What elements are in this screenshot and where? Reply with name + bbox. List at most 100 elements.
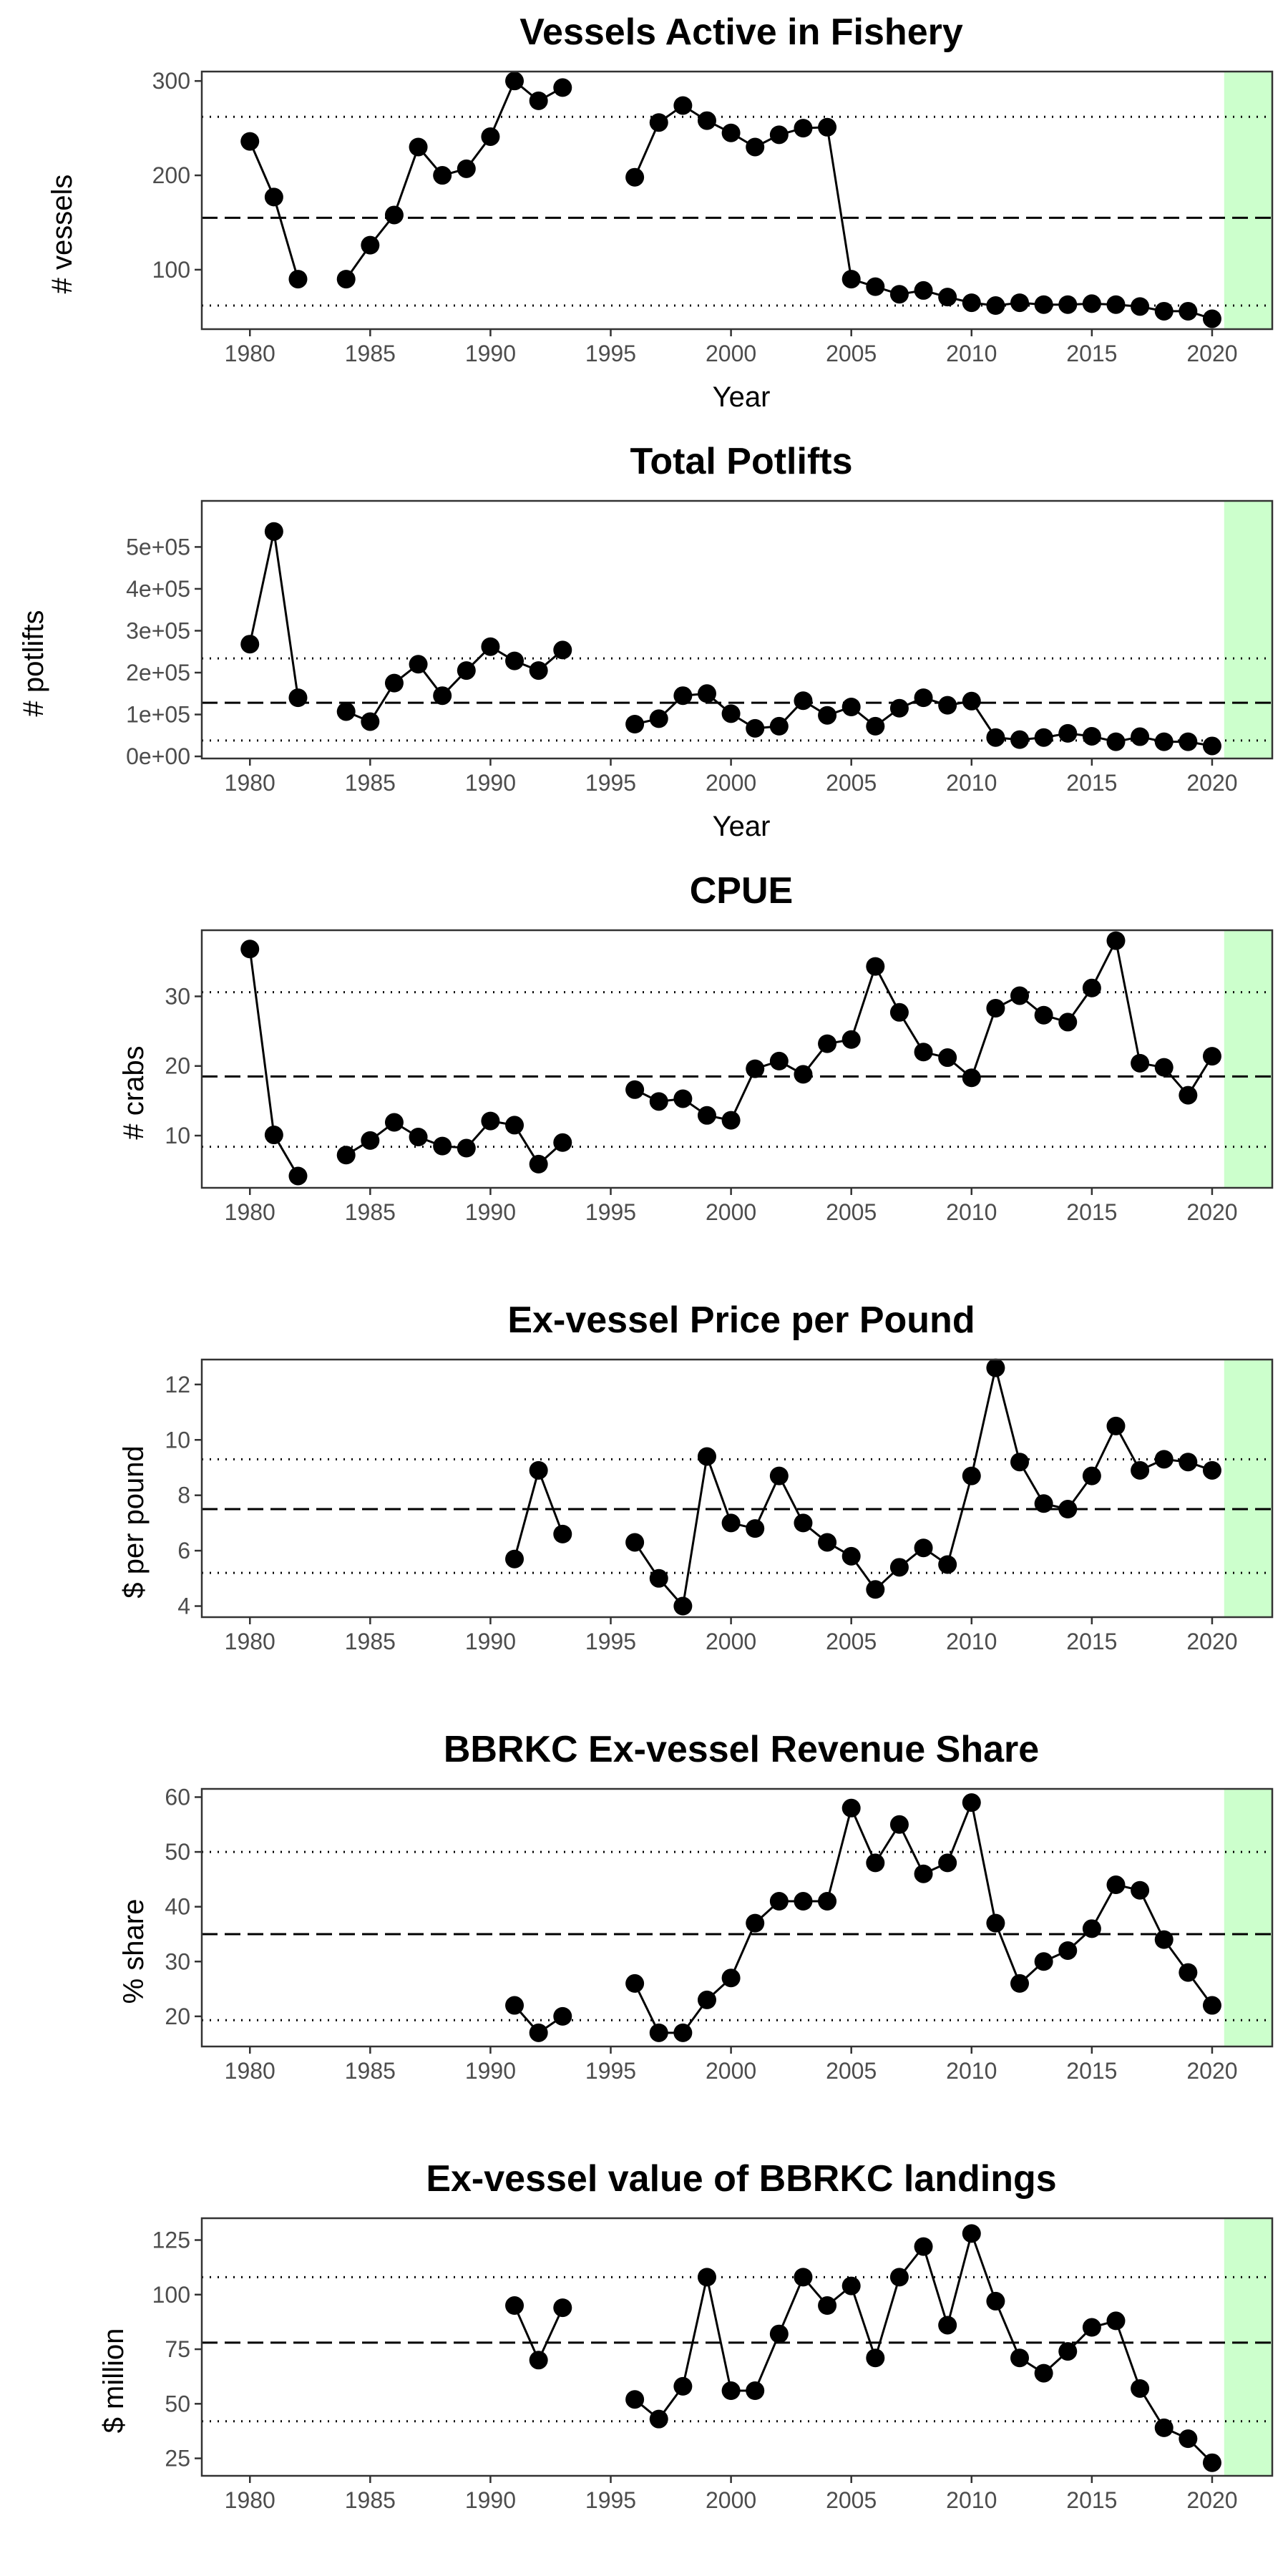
series-line xyxy=(513,1466,564,1560)
panel-border xyxy=(200,1358,1274,1619)
data-point xyxy=(841,2276,861,2296)
data-point xyxy=(1179,1085,1198,1105)
data-point xyxy=(746,137,765,157)
data-point xyxy=(1058,295,1078,314)
data-point xyxy=(673,1596,693,1616)
x-tick-label: 1990 xyxy=(465,2487,516,2513)
data-point xyxy=(866,716,885,736)
y-tick-label: 50 xyxy=(165,2391,190,2416)
data-point xyxy=(841,270,861,289)
data-point xyxy=(1034,295,1053,314)
data-point xyxy=(746,1519,765,1538)
data-point xyxy=(361,712,380,731)
data-point xyxy=(1058,1941,1078,1960)
x-tick-label: 1995 xyxy=(585,2058,636,2084)
data-point xyxy=(1202,736,1221,756)
data-point xyxy=(1034,728,1053,747)
price-chart: Ex-vessel Price per Pound $ per pound 19… xyxy=(118,1299,1274,1654)
data-point xyxy=(409,655,428,674)
data-point xyxy=(1010,2348,1030,2368)
chart-title: BBRKC Ex-vessel Revenue Share xyxy=(444,1729,1039,1770)
data-point xyxy=(1131,1053,1150,1073)
x-tick-label: 2020 xyxy=(1186,770,1237,796)
x-tick-label: 2000 xyxy=(706,2058,756,2084)
series-line xyxy=(633,1367,1213,1609)
data-point xyxy=(746,1913,765,1933)
x-tick-label: 1995 xyxy=(585,1199,636,1225)
data-point xyxy=(794,2268,813,2287)
chart-title: Ex-vessel Price per Pound xyxy=(507,1299,975,1341)
data-point xyxy=(962,1793,981,1813)
price-chart-panel: Ex-vessel Price per Pound $ per pound 19… xyxy=(0,1288,1288,1717)
x-tick-label: 2000 xyxy=(706,770,756,796)
data-point xyxy=(505,72,525,91)
data-point xyxy=(529,661,548,680)
data-point xyxy=(553,640,572,660)
data-point xyxy=(889,1002,909,1022)
data-point xyxy=(1034,2363,1053,2383)
data-point xyxy=(1202,1460,1221,1480)
data-point xyxy=(673,2023,693,2042)
data-point xyxy=(1010,293,1030,313)
y-tick-label: 300 xyxy=(152,68,190,94)
data-point xyxy=(1154,1058,1174,1077)
data-point xyxy=(673,96,693,115)
data-point xyxy=(1154,1930,1174,1949)
data-point xyxy=(625,1974,645,1993)
data-point xyxy=(986,998,1005,1018)
data-point xyxy=(938,696,957,715)
data-point xyxy=(1010,986,1030,1005)
data-point xyxy=(625,2390,645,2409)
data-point xyxy=(553,1524,572,1543)
x-tick-label: 2020 xyxy=(1186,2058,1237,2084)
x-tick-label: 2015 xyxy=(1066,770,1117,796)
data-point xyxy=(240,940,260,959)
data-point xyxy=(1058,723,1078,743)
data-point xyxy=(529,91,548,110)
data-point xyxy=(1179,301,1198,321)
y-tick-label: 50 xyxy=(165,1839,190,1865)
data-point xyxy=(649,2023,668,2042)
data-point xyxy=(288,1166,308,1186)
data-point xyxy=(240,635,260,654)
data-point xyxy=(1034,1005,1053,1025)
data-point xyxy=(1010,1974,1030,1993)
data-point xyxy=(914,2237,933,2256)
data-point xyxy=(409,137,428,157)
landings-value-chart: Ex-vessel value of BBRKC landings $ mill… xyxy=(98,2158,1274,2513)
data-point xyxy=(721,1111,741,1130)
x-tick-label: 1985 xyxy=(345,1629,396,1654)
x-tick-label: 1980 xyxy=(225,2487,275,2513)
data-point xyxy=(529,1460,548,1480)
x-tick-label: 2015 xyxy=(1066,1629,1117,1654)
data-point xyxy=(433,1136,452,1156)
x-tick-label: 1985 xyxy=(345,341,396,366)
x-tick-label: 2015 xyxy=(1066,2487,1117,2513)
data-point xyxy=(962,293,981,313)
x-tick-label: 2005 xyxy=(826,1629,877,1654)
data-point xyxy=(529,2351,548,2370)
series-line xyxy=(633,1798,1214,2034)
data-point xyxy=(889,698,909,718)
x-tick-label: 2005 xyxy=(826,341,877,366)
x-tick-label: 2015 xyxy=(1066,341,1117,366)
data-point xyxy=(914,1538,933,1558)
data-point xyxy=(1179,1963,1198,1982)
data-point xyxy=(818,706,837,725)
y-axis-label: # potlifts xyxy=(18,610,49,717)
data-point xyxy=(1010,1453,1030,1472)
data-point xyxy=(264,1126,283,1145)
data-point xyxy=(1179,1453,1198,1472)
y-tick-label: 10 xyxy=(165,1427,190,1453)
x-tick-label: 1995 xyxy=(585,770,636,796)
x-tick-label: 2015 xyxy=(1066,1199,1117,1225)
data-point xyxy=(1131,297,1150,316)
y-tick-label: 10 xyxy=(165,1123,190,1148)
data-point xyxy=(1106,1416,1126,1435)
data-point xyxy=(818,117,837,137)
highlight-region xyxy=(1224,1789,1272,2046)
data-point xyxy=(841,1030,861,1049)
y-tick-label: 100 xyxy=(152,2282,190,2308)
x-axis-label: Year xyxy=(713,381,771,413)
y-tick-label: 12 xyxy=(165,1372,190,1397)
